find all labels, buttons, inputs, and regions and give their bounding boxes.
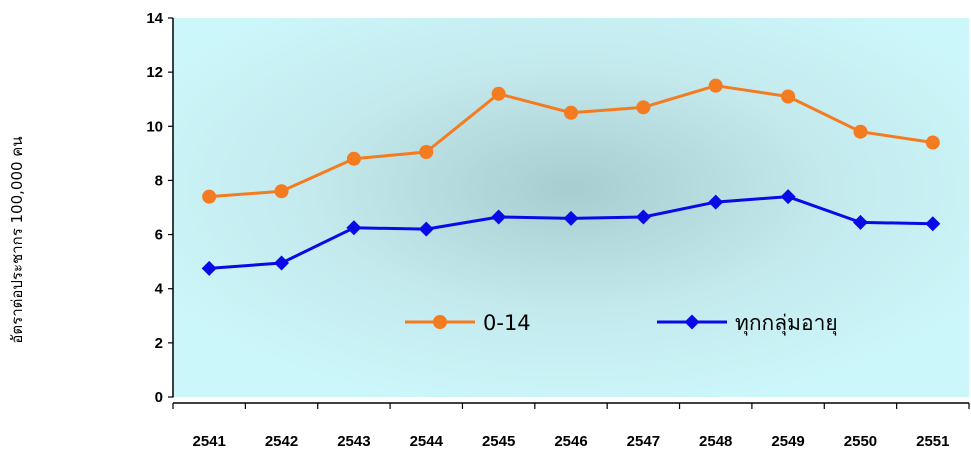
data-point	[853, 124, 868, 139]
series-1	[202, 78, 940, 204]
x-tick-label: 2549	[771, 433, 804, 450]
data-point	[346, 220, 362, 236]
data-point	[708, 78, 723, 93]
y-tick-label: 14	[146, 10, 163, 27]
data-point	[708, 194, 724, 210]
x-tick-label: 2550	[844, 433, 877, 450]
y-tick-label: 12	[146, 64, 163, 81]
data-point	[780, 189, 796, 205]
legend: 0-14 ทุกกลุ่มอายุ	[405, 311, 838, 336]
data-point	[346, 151, 361, 166]
y-tick-label: 10	[146, 118, 163, 135]
x-tick-label: 2542	[265, 433, 298, 450]
y-axis-title: อัตราต่อประชากร 100,000 คน	[8, 136, 26, 343]
y-tick-label: 4	[155, 281, 164, 298]
y-tick-label: 0	[155, 389, 163, 406]
x-tick-label: 2547	[627, 433, 660, 450]
data-point	[635, 209, 651, 225]
x-tick-label: 2546	[554, 433, 587, 450]
legend-item: ทุกกลุ่มอายุ	[657, 311, 838, 336]
data-point	[201, 260, 217, 276]
legend-item: 0-14	[405, 311, 531, 335]
x-tick-label: 2541	[192, 433, 225, 450]
data-point	[202, 189, 217, 204]
legend-label: 0-14	[483, 311, 531, 335]
series-2	[201, 189, 941, 276]
data-point	[491, 86, 506, 101]
data-point	[925, 135, 940, 150]
data-point	[781, 89, 796, 104]
data-point	[419, 145, 434, 160]
data-point	[274, 184, 289, 199]
legend-marker	[433, 315, 447, 329]
legend-marker	[684, 314, 700, 330]
data-point	[636, 100, 651, 115]
y-tick-label: 6	[155, 227, 163, 244]
data-point	[274, 255, 290, 271]
x-tick-label: 2548	[699, 433, 732, 450]
x-tick-label: 2551	[916, 433, 949, 450]
x-tick-label: 2545	[482, 433, 515, 450]
x-tick-label: 2543	[337, 433, 370, 450]
data-point	[852, 214, 868, 230]
data-point	[925, 216, 941, 232]
plot-area	[173, 18, 969, 397]
y-tick-label: 2	[155, 335, 163, 352]
data-point	[564, 105, 578, 120]
data-point	[563, 210, 579, 226]
data-point	[418, 221, 434, 237]
x-tick-label: 2544	[410, 433, 444, 450]
y-tick-label: 8	[155, 172, 163, 189]
legend-label: ทุกกลุ่มอายุ	[735, 311, 838, 336]
data-point	[491, 209, 507, 225]
